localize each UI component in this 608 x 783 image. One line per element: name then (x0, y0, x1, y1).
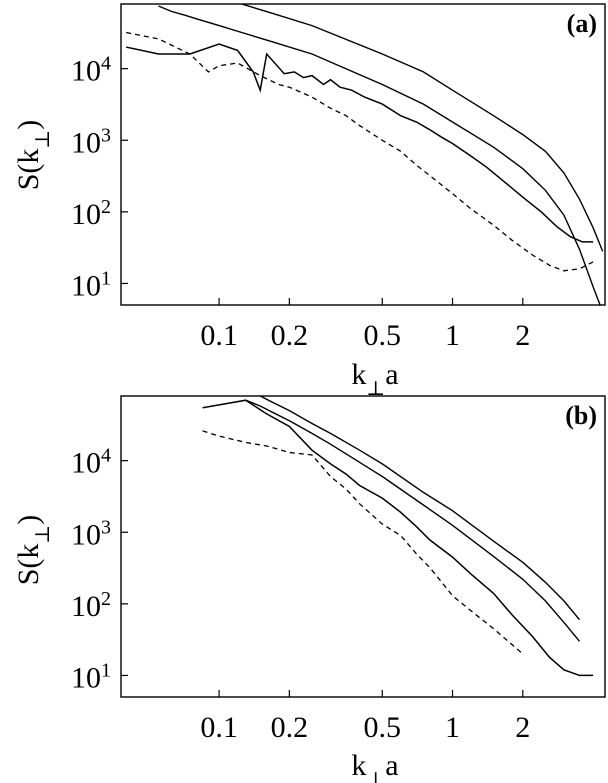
series-line-b-3 (257, 396, 581, 621)
series-line-b-1 (202, 399, 594, 677)
ylabel-a: S(k⊥) (12, 120, 54, 191)
series-group-a (126, 4, 604, 305)
ylabel-a-sub: ⊥ (32, 130, 54, 149)
ylabel-a-main: S(k (12, 149, 45, 191)
xlabel-a: k⊥a (351, 358, 398, 400)
y-tick-label-b-1: 101 (71, 659, 111, 694)
y-tick-label-b-3: 103 (71, 516, 111, 551)
ylabel-b-sub: ⊥ (32, 525, 54, 544)
xlabel-b-suffix: a (385, 749, 398, 782)
series-line-a-1 (126, 43, 594, 243)
y-tick-label-a-1: 101 (71, 267, 111, 302)
x-tick-label-b-3: 0.5 (364, 711, 402, 744)
x-tick-label-a-2: 0.2 (271, 319, 309, 352)
series-line-a-3 (239, 4, 604, 252)
series-line-b-2 (202, 430, 524, 655)
y-tick-label-b-2: 102 (71, 588, 111, 623)
panel-label-b: (b) (565, 401, 597, 430)
xlabel-a-sub: ⊥ (366, 378, 385, 400)
xlabel-a-main: k (351, 358, 366, 391)
x-tick-label-b-2: 0.2 (271, 711, 309, 744)
series-group-b (202, 396, 594, 677)
y-tick-label-a-4: 104 (71, 53, 111, 88)
xlabel-b-main: k (351, 749, 366, 782)
xlabel-b: k⊥a (351, 749, 398, 783)
ticks-a: 0.1 0.2 0.5 1 2 101 102 103 104 (71, 53, 530, 352)
series-line-a-4 (158, 5, 601, 305)
xlabel-a-suffix: a (385, 358, 398, 391)
plot-frame-a (120, 3, 606, 306)
x-tick-label-a-5: 2 (515, 319, 530, 352)
x-tick-label-a-3: 0.5 (364, 319, 402, 352)
x-tick-label-b-4: 1 (445, 711, 460, 744)
x-tick-label-b-5: 2 (515, 711, 530, 744)
y-tick-label-a-2: 102 (71, 196, 111, 231)
ylabel-b-main: S(k (12, 544, 45, 586)
panel-label-a: (a) (567, 9, 597, 38)
series-line-a-2 (126, 31, 594, 272)
ylabel-b-close: ) (12, 515, 45, 525)
y-tick-label-b-4: 104 (71, 445, 111, 480)
ticks-b: 0.1 0.2 0.5 1 2 101 102 103 104 (71, 445, 530, 744)
series-line-b-4 (245, 399, 581, 642)
x-tick-label-b-1: 0.1 (200, 711, 238, 744)
xlabel-b-sub: ⊥ (366, 769, 385, 783)
x-tick-label-a-4: 1 (445, 319, 460, 352)
plot-frame-b (120, 395, 606, 698)
x-tick-label-a-1: 0.1 (200, 319, 238, 352)
ylabel-a-close: ) (12, 120, 45, 130)
y-tick-label-a-3: 103 (71, 124, 111, 159)
ylabel-b: S(k⊥) (12, 515, 54, 586)
